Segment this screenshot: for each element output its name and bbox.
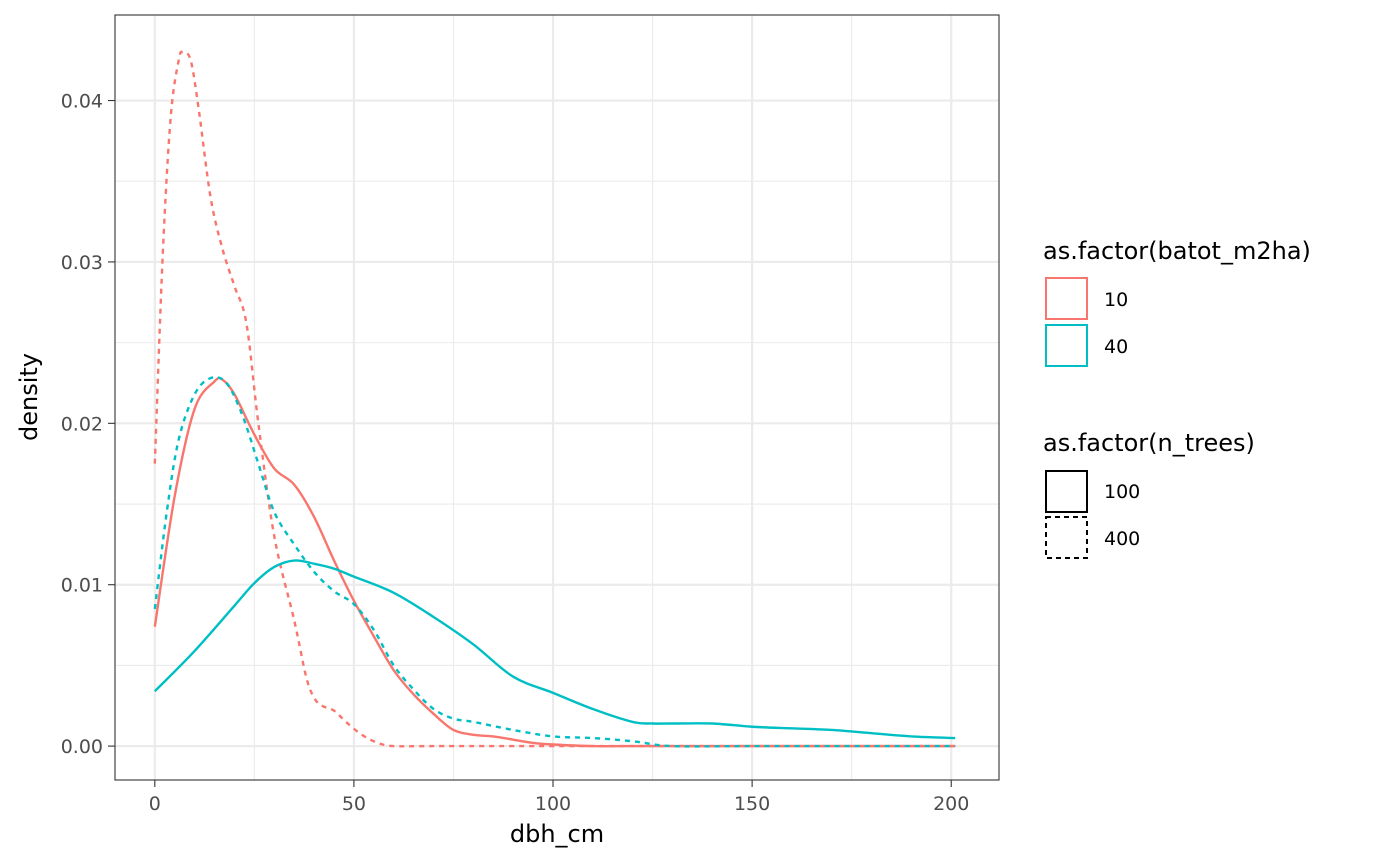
y-tick-label: 0.02 <box>61 413 103 435</box>
legend-key-100 <box>1045 470 1088 513</box>
y-tick-label: 0.04 <box>61 91 103 113</box>
density-line-10-400 <box>153 50 956 748</box>
y-tick-label: 0.01 <box>61 575 103 597</box>
y-tick-label: 0.00 <box>61 736 103 758</box>
legend-color-title: as.factor(batot_m2ha) <box>1043 237 1311 265</box>
x-tick-label: 200 <box>933 793 969 815</box>
grid-lines <box>115 15 999 780</box>
density-lines <box>153 50 956 748</box>
legend-color: as.factor(batot_m2ha) 10 40 <box>1043 237 1311 367</box>
legend-key-400 <box>1045 516 1088 559</box>
x-tick-label: 150 <box>734 793 770 815</box>
legend-label-40: 40 <box>1104 336 1128 358</box>
legend-label-100: 100 <box>1104 481 1140 503</box>
legend-key-10 <box>1045 277 1088 320</box>
y-axis: 0.00 0.01 0.02 0.03 0.04 <box>61 91 115 758</box>
y-axis-title: density <box>15 353 43 441</box>
x-axis-title: dbh_cm <box>510 820 604 848</box>
x-axis: 0 50 100 150 200 <box>149 780 969 815</box>
legend-label-10: 10 <box>1104 289 1128 311</box>
x-tick-label: 100 <box>535 793 571 815</box>
legend-key-40 <box>1045 324 1088 367</box>
legend-linetype-title: as.factor(n_trees) <box>1043 429 1255 457</box>
y-tick-label: 0.03 <box>61 252 103 274</box>
panel-border <box>114 14 1000 781</box>
density-line-40-100 <box>153 559 956 740</box>
x-tick-label: 0 <box>149 793 161 815</box>
legend-linetype: as.factor(n_trees) 100 400 <box>1043 429 1255 559</box>
legend-label-400: 400 <box>1104 528 1140 550</box>
density-line-40-400 <box>153 376 956 748</box>
x-tick-label: 50 <box>342 793 366 815</box>
